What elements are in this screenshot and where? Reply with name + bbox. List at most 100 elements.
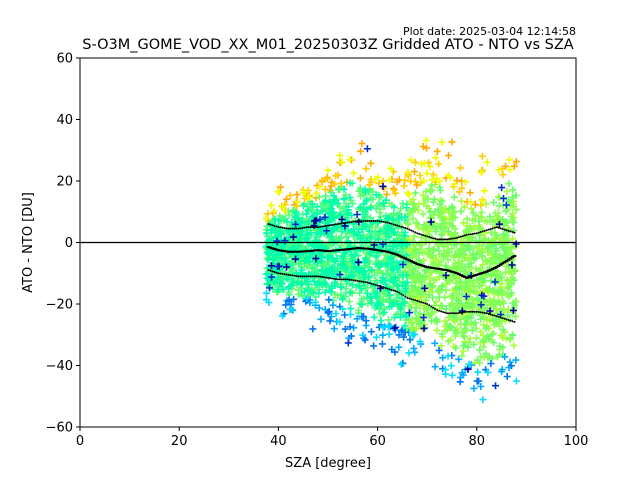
lower-sigma-point [360, 280, 363, 283]
upper-sigma-point [297, 227, 300, 230]
lower-sigma-point [414, 299, 417, 302]
upper-sigma-point [485, 229, 488, 232]
lower-sigma-point [418, 300, 421, 303]
upper-sigma-point [344, 221, 347, 224]
upper-sigma-point [376, 219, 379, 222]
upper-sigma-point [477, 231, 480, 234]
upper-sigma-point [457, 236, 460, 239]
lower-sigma-point [501, 317, 504, 320]
lower-sigma-point [317, 275, 320, 278]
upper-sigma-point [283, 227, 286, 230]
upper-sigma-point [505, 229, 508, 232]
lower-sigma-point [299, 275, 302, 278]
lower-sigma-point [408, 297, 411, 300]
upper-sigma-point [269, 223, 272, 226]
lower-sigma-point [465, 310, 468, 313]
lower-sigma-point [390, 288, 393, 291]
lower-sigma-point [350, 279, 353, 282]
lower-sigma-point [269, 269, 272, 272]
upper-sigma-point [382, 220, 385, 223]
lower-sigma-point [459, 311, 462, 314]
upper-sigma-point [285, 227, 288, 230]
upper-sigma-point [402, 226, 405, 229]
lower-sigma-point [394, 290, 397, 293]
upper-sigma-point [422, 234, 425, 237]
lower-sigma-point [291, 274, 294, 277]
lower-sigma-point [428, 304, 431, 307]
upper-sigma-point [428, 235, 431, 238]
upper-sigma-point [366, 219, 369, 222]
lower-sigma-point [271, 270, 274, 273]
upper-sigma-point [293, 227, 296, 230]
x-tick-label: 40 [270, 434, 287, 449]
lower-sigma-point [279, 272, 282, 275]
upper-sigma-point [291, 227, 294, 230]
lower-sigma-point [380, 285, 383, 288]
upper-sigma-point [465, 233, 468, 236]
lower-sigma-point [463, 310, 466, 313]
y-tick-label: −60 [46, 421, 73, 436]
upper-sigma-point [438, 238, 441, 241]
statistic-series [266, 219, 517, 323]
upper-sigma-point [513, 231, 516, 234]
lower-sigma-point [416, 299, 419, 302]
lower-sigma-point [420, 301, 423, 304]
upper-sigma-point [489, 227, 492, 230]
upper-sigma-point [315, 226, 318, 229]
lower-sigma-point [311, 275, 314, 278]
lower-sigma-point [332, 277, 335, 280]
upper-sigma-point [475, 232, 478, 235]
lower-sigma-point [344, 278, 347, 281]
upper-sigma-point [430, 236, 433, 239]
scatter-marker-group [266, 145, 510, 390]
lower-sigma-point [424, 302, 427, 305]
upper-sigma-point [386, 221, 389, 224]
upper-sigma-point [309, 226, 312, 229]
upper-sigma-point [481, 230, 484, 233]
lower-sigma-point [289, 274, 292, 277]
lower-sigma-point [400, 293, 403, 296]
lower-sigma-point [293, 274, 296, 277]
lower-sigma-point [513, 320, 516, 323]
lower-sigma-point [507, 318, 510, 321]
upper-sigma-point [348, 221, 351, 224]
upper-sigma-point [364, 219, 367, 222]
upper-sigma-point [281, 226, 284, 229]
upper-sigma-point [440, 238, 443, 241]
upper-sigma-point [317, 226, 320, 229]
upper-sigma-point [356, 219, 359, 222]
upper-sigma-point [303, 226, 306, 229]
upper-sigma-point [463, 234, 466, 237]
lower-sigma-point [358, 280, 361, 283]
upper-sigma-point [354, 220, 357, 223]
upper-sigma-point [295, 227, 298, 230]
lower-sigma-point [368, 282, 371, 285]
lower-sigma-point [495, 315, 498, 318]
y-tick-label: −40 [46, 359, 73, 374]
upper-sigma-point [301, 227, 304, 230]
lower-sigma-point [273, 271, 276, 274]
upper-sigma-point [307, 226, 310, 229]
lower-sigma-point [362, 280, 365, 283]
lower-sigma-point [497, 315, 500, 318]
upper-sigma-point [455, 236, 458, 239]
plot-date: Plot date: 2025-03-04 12:14:58 [403, 25, 576, 38]
upper-sigma-point [277, 226, 280, 229]
upper-sigma-point [358, 219, 361, 222]
lower-sigma-point [438, 309, 441, 312]
lower-sigma-point [378, 285, 381, 288]
lower-sigma-point [338, 278, 341, 281]
lower-sigma-point [323, 276, 326, 279]
upper-sigma-point [499, 227, 502, 230]
upper-sigma-point [410, 229, 413, 232]
upper-sigma-point [406, 227, 409, 230]
lower-sigma-point [477, 310, 480, 313]
upper-sigma-point [448, 238, 451, 241]
upper-sigma-point [469, 233, 472, 236]
lower-sigma-point [372, 283, 375, 286]
lower-sigma-point [287, 273, 290, 276]
lower-sigma-point [330, 277, 333, 280]
lower-sigma-point [348, 278, 351, 281]
upper-sigma-point [446, 238, 449, 241]
upper-sigma-point [384, 221, 387, 224]
